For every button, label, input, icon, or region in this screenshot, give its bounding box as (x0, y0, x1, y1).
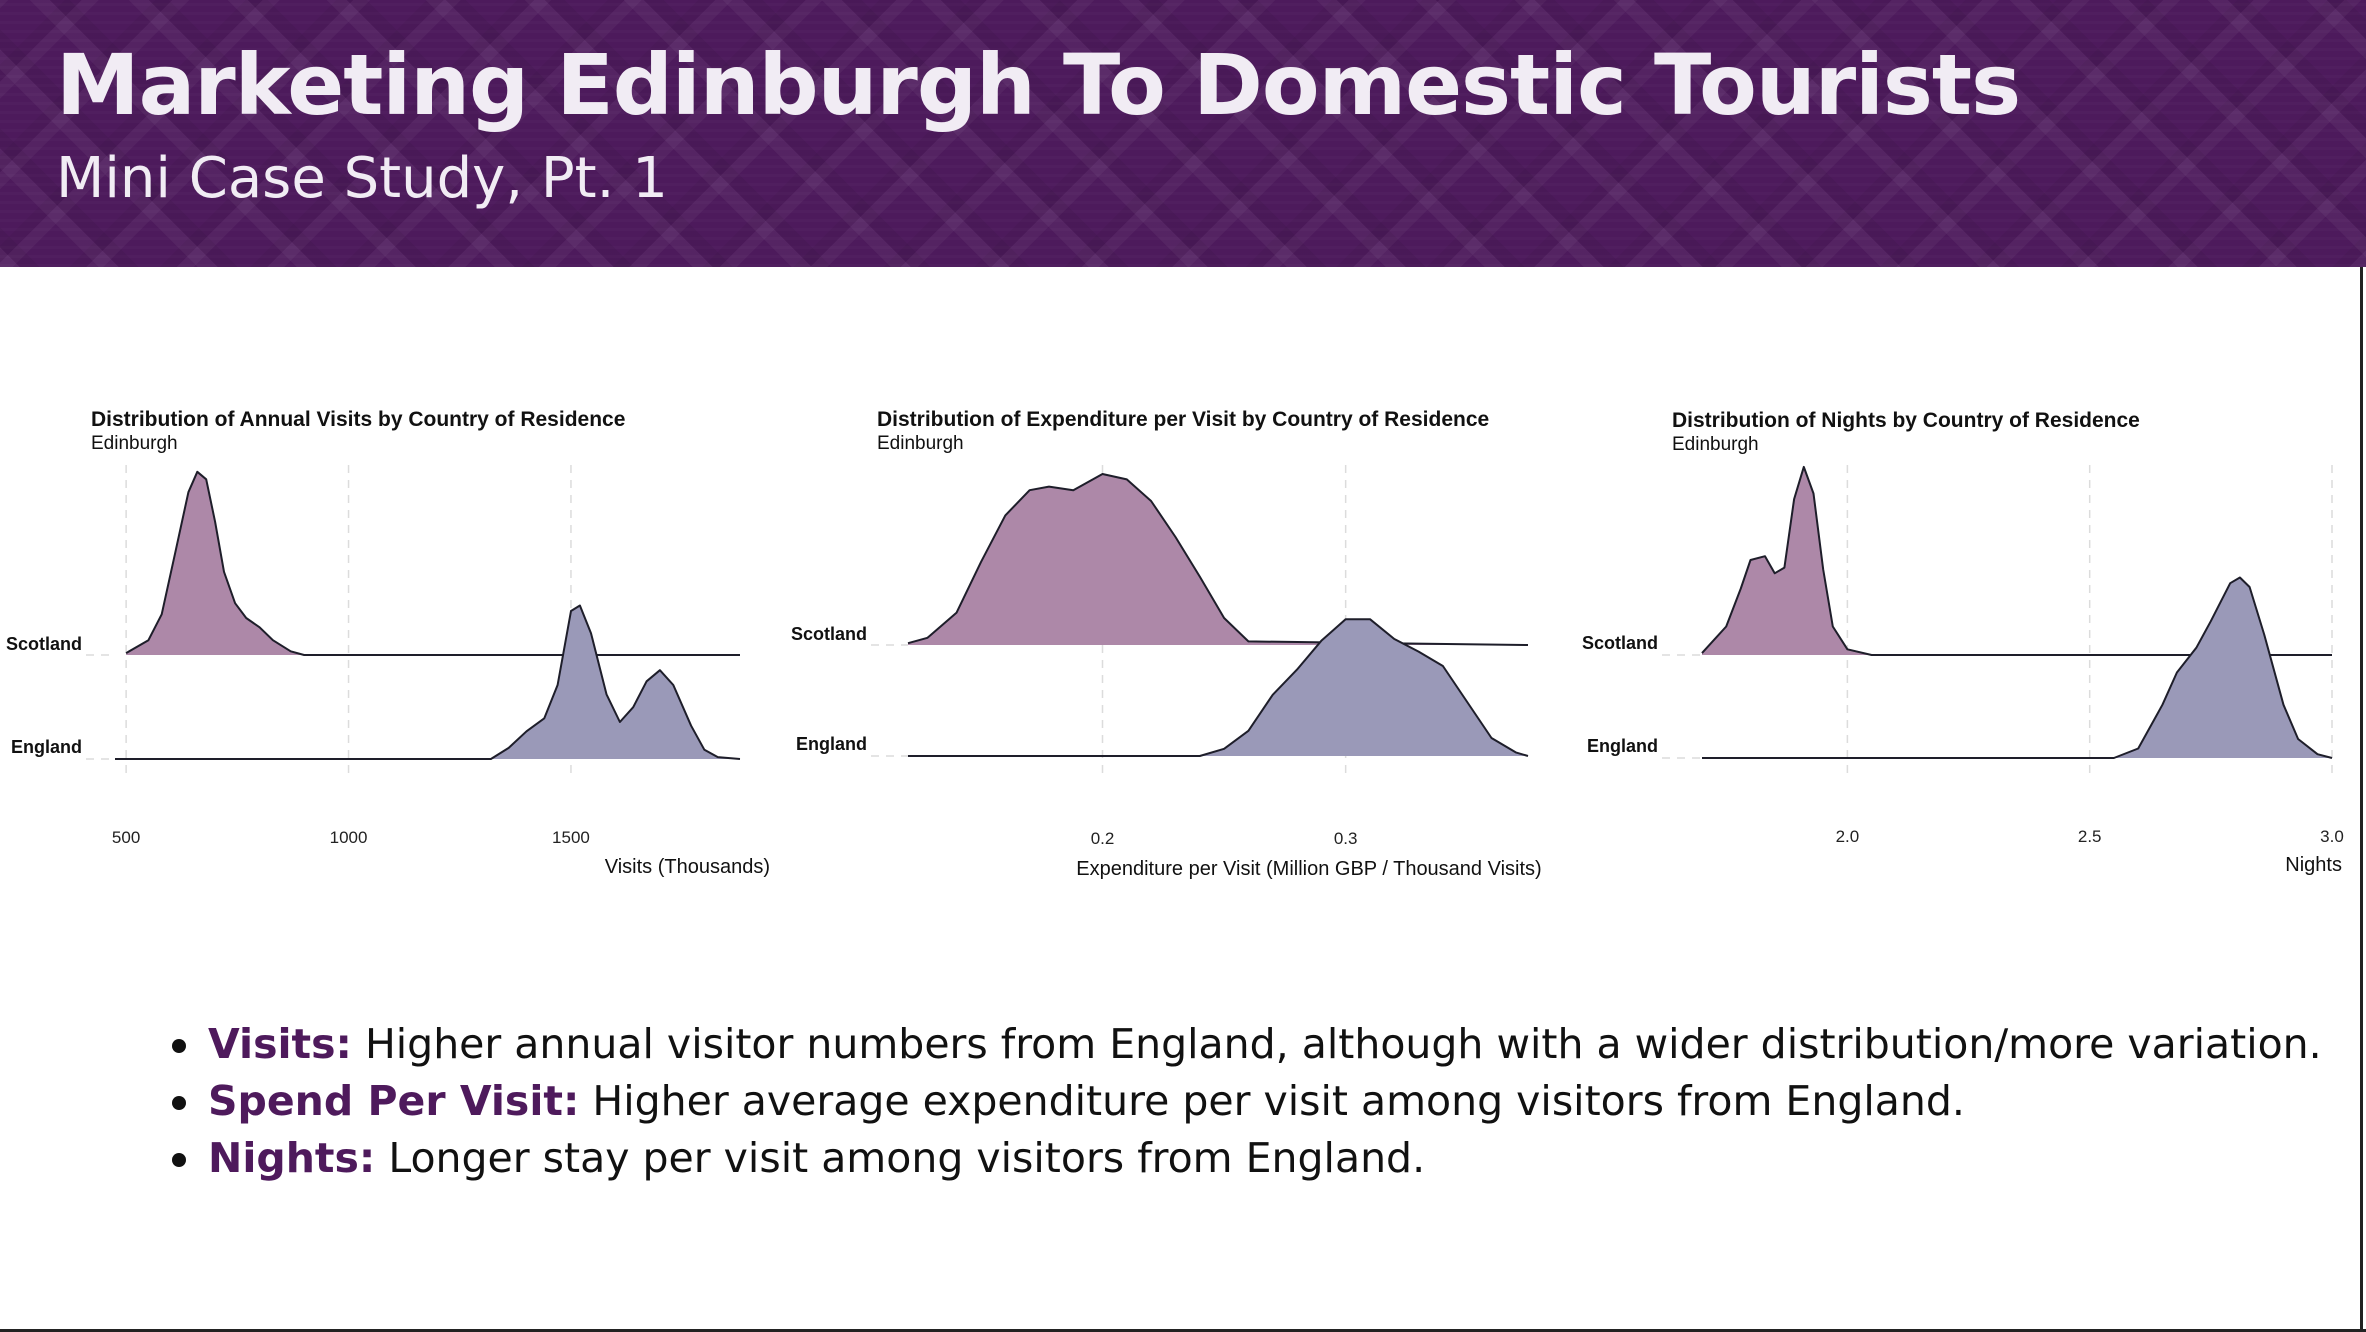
tick-label: 3.0 (2320, 827, 2344, 846)
tick-label: 1000 (330, 828, 368, 847)
series-label-england: England (11, 737, 82, 757)
tick-label: 0.3 (1334, 829, 1358, 848)
nights-chart: Distribution of Nights by Country of Res… (1582, 409, 2344, 876)
ridge-area-scotland (1702, 466, 2332, 655)
tick-label: 0.2 (1091, 829, 1115, 848)
finding-key: Visits: (208, 1020, 352, 1068)
chart-subtitle: Edinburgh (877, 433, 964, 454)
ridge-area-england (908, 619, 1528, 756)
x-axis-label: Visits (Thousands) (605, 856, 770, 878)
expenditure-chart: Distribution of Expenditure per Visit by… (791, 408, 1542, 880)
ridge-line-england (908, 618, 1529, 757)
tick-label: 2.0 (1836, 827, 1860, 846)
x-axis-label: Nights (2285, 854, 2342, 876)
series-label-scotland: Scotland (791, 624, 867, 644)
x-axis-label: Expenditure per Visit (Million GBP / Tho… (1076, 858, 1541, 880)
finding-key: Spend Per Visit: (208, 1077, 580, 1125)
right-border (2360, 267, 2363, 1332)
series-label-scotland: Scotland (1582, 633, 1658, 653)
tick-label: 1500 (552, 828, 590, 847)
ridge-area-england (115, 605, 740, 759)
series-label-scotland: Scotland (6, 634, 82, 654)
ridge-area-scotland (126, 471, 741, 655)
page-subtitle: Mini Case Study, Pt. 1 (56, 146, 668, 211)
finding-text: Higher average expenditure per visit amo… (579, 1077, 1965, 1125)
chart-title: Distribution of Expenditure per Visit by… (877, 408, 1489, 431)
finding-nights: Nights: Longer stay per visit among visi… (170, 1130, 2322, 1187)
ridge-line-scotland (125, 470, 740, 656)
finding-spend: Spend Per Visit: Higher average expendit… (170, 1073, 2322, 1130)
bottom-border (0, 1329, 2366, 1332)
tick-label: 2.5 (2078, 827, 2102, 846)
page-title: Marketing Edinburgh To Domestic Tourists (56, 36, 2021, 134)
ridge-area-scotland (908, 474, 1528, 645)
finding-key: Nights: (208, 1134, 376, 1182)
chart-title: Distribution of Annual Visits by Country… (91, 408, 625, 431)
header-banner: Marketing Edinburgh To Domestic Tourists… (0, 0, 2366, 267)
series-label-england: England (796, 734, 867, 754)
finding-text: Longer stay per visit among visitors fro… (375, 1134, 1426, 1182)
ridge-area-england (1702, 577, 2332, 758)
chart-subtitle: Edinburgh (91, 433, 178, 454)
ridge-line-england (1702, 576, 2333, 759)
visits-chart: Distribution of Annual Visits by Country… (6, 408, 770, 878)
finding-text: Higher annual visitor numbers from Engla… (351, 1020, 2322, 1068)
series-label-england: England (1587, 736, 1658, 756)
ridge-line-scotland (1701, 465, 2332, 656)
ridge-line-scotland (907, 473, 1529, 646)
chart-subtitle: Edinburgh (1672, 434, 1759, 455)
chart-title: Distribution of Nights by Country of Res… (1672, 409, 2140, 432)
findings-list: Visits: Higher annual visitor numbers fr… (170, 1016, 2322, 1187)
tick-label: 500 (112, 828, 140, 847)
ridge-line-england (115, 604, 741, 760)
finding-visits: Visits: Higher annual visitor numbers fr… (170, 1016, 2322, 1073)
